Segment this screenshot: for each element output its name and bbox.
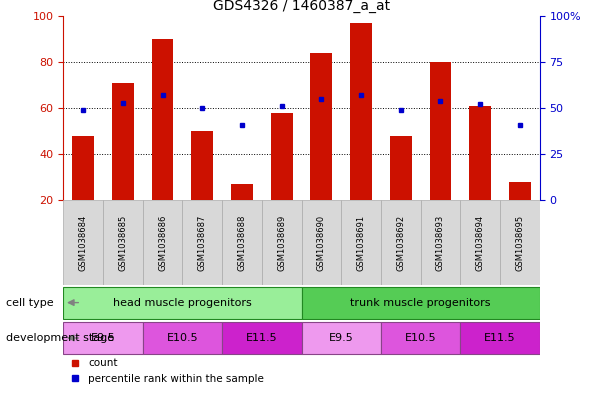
Bar [271,113,292,200]
Bar [381,322,460,354]
Bar [302,200,341,285]
Bar [143,200,183,285]
Bar [103,200,143,285]
Bar [469,106,491,200]
Text: GSM1038685: GSM1038685 [118,215,127,271]
Text: GSM1038687: GSM1038687 [198,215,207,271]
Bar [112,83,134,200]
Legend: count, percentile rank within the sample: count, percentile rank within the sample [66,354,268,388]
Bar [143,322,222,354]
Text: GSM1038686: GSM1038686 [158,215,167,271]
Text: E10.5: E10.5 [405,333,437,343]
Bar [302,322,381,354]
Bar [72,136,94,200]
Bar [500,200,540,285]
Text: GSM1038691: GSM1038691 [356,215,365,271]
Bar [350,23,372,200]
Text: development stage: development stage [6,333,114,343]
Text: GSM1038690: GSM1038690 [317,215,326,271]
Bar [222,322,302,354]
Text: E10.5: E10.5 [166,333,198,343]
Bar [460,200,500,285]
Text: E11.5: E11.5 [246,333,277,343]
Bar [222,200,262,285]
Text: E9.5: E9.5 [90,333,115,343]
Bar [390,136,412,200]
Text: GSM1038684: GSM1038684 [78,215,87,271]
Bar [63,287,302,318]
Bar [302,287,540,318]
Bar [381,200,421,285]
Text: cell type: cell type [6,298,54,308]
Text: GSM1038688: GSM1038688 [238,215,247,271]
Bar [341,200,381,285]
Bar [63,200,103,285]
Text: GSM1038695: GSM1038695 [516,215,525,271]
Text: GSM1038689: GSM1038689 [277,215,286,271]
Text: GSM1038693: GSM1038693 [436,215,445,271]
Bar [509,182,531,200]
Bar [429,62,452,200]
Bar [262,200,302,285]
Text: head muscle progenitors: head muscle progenitors [113,298,252,308]
Text: GSM1038694: GSM1038694 [476,215,485,271]
Bar [231,184,253,200]
Title: GDS4326 / 1460387_a_at: GDS4326 / 1460387_a_at [213,0,390,13]
Text: GSM1038692: GSM1038692 [396,215,405,271]
Bar [460,322,540,354]
Bar [191,131,213,200]
Text: trunk muscle progenitors: trunk muscle progenitors [350,298,491,308]
Bar [63,322,143,354]
Bar [151,39,174,200]
Bar [421,200,460,285]
Text: E9.5: E9.5 [329,333,353,343]
Text: E11.5: E11.5 [484,333,516,343]
Bar [311,53,332,200]
Bar [182,200,222,285]
